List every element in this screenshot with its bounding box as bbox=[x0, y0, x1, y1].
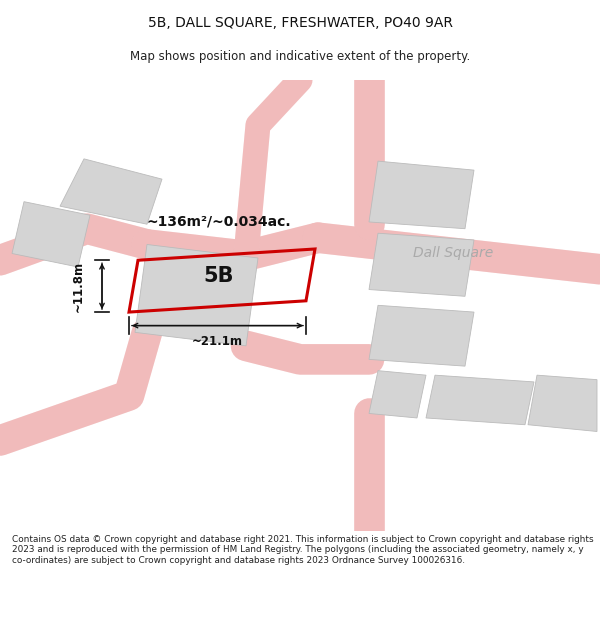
Polygon shape bbox=[369, 161, 474, 229]
Polygon shape bbox=[369, 305, 474, 366]
Text: ~21.1m: ~21.1m bbox=[192, 335, 243, 348]
Text: Dall Square: Dall Square bbox=[413, 246, 493, 261]
Text: 5B, DALL SQUARE, FRESHWATER, PO40 9AR: 5B, DALL SQUARE, FRESHWATER, PO40 9AR bbox=[148, 16, 452, 31]
Text: ~136m²/~0.034ac.: ~136m²/~0.034ac. bbox=[147, 215, 292, 229]
Polygon shape bbox=[135, 244, 258, 346]
Text: 5B: 5B bbox=[204, 266, 234, 286]
Polygon shape bbox=[528, 375, 597, 431]
Text: Map shows position and indicative extent of the property.: Map shows position and indicative extent… bbox=[130, 50, 470, 62]
Polygon shape bbox=[369, 233, 474, 296]
Polygon shape bbox=[60, 159, 162, 224]
Polygon shape bbox=[426, 375, 534, 425]
Polygon shape bbox=[12, 202, 90, 267]
Text: ~11.8m: ~11.8m bbox=[71, 261, 85, 312]
Text: Contains OS data © Crown copyright and database right 2021. This information is : Contains OS data © Crown copyright and d… bbox=[12, 535, 593, 565]
Polygon shape bbox=[369, 371, 426, 418]
